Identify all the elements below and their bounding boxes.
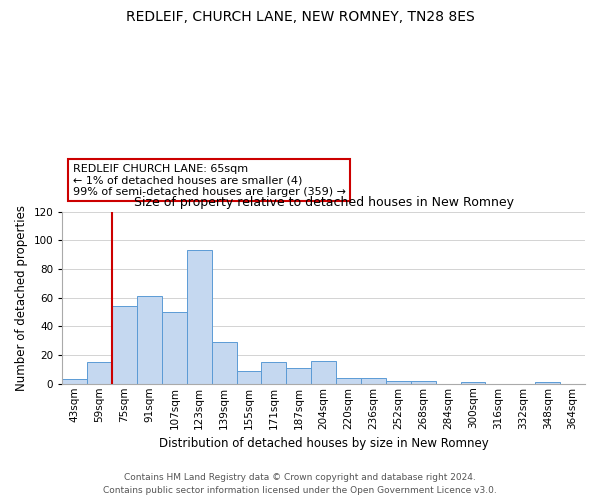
Bar <box>62 380 87 384</box>
Text: REDLEIF, CHURCH LANE, NEW ROMNEY, TN28 8ES: REDLEIF, CHURCH LANE, NEW ROMNEY, TN28 8… <box>125 10 475 24</box>
Title: Size of property relative to detached houses in New Romney: Size of property relative to detached ho… <box>134 196 514 209</box>
Bar <box>411 381 436 384</box>
Bar <box>361 378 386 384</box>
Bar <box>112 306 137 384</box>
Bar <box>535 382 560 384</box>
Bar <box>461 382 485 384</box>
Bar <box>262 362 286 384</box>
Bar <box>137 296 162 384</box>
Bar <box>286 368 311 384</box>
Bar <box>162 312 187 384</box>
Bar <box>386 381 411 384</box>
Bar <box>87 362 112 384</box>
Text: REDLEIF CHURCH LANE: 65sqm
← 1% of detached houses are smaller (4)
99% of semi-d: REDLEIF CHURCH LANE: 65sqm ← 1% of detac… <box>73 164 346 197</box>
Bar <box>236 371 262 384</box>
Y-axis label: Number of detached properties: Number of detached properties <box>15 205 28 391</box>
X-axis label: Distribution of detached houses by size in New Romney: Distribution of detached houses by size … <box>159 437 488 450</box>
Bar <box>311 361 336 384</box>
Text: Contains HM Land Registry data © Crown copyright and database right 2024.
Contai: Contains HM Land Registry data © Crown c… <box>103 474 497 495</box>
Bar <box>336 378 361 384</box>
Bar <box>212 342 236 384</box>
Bar <box>187 250 212 384</box>
